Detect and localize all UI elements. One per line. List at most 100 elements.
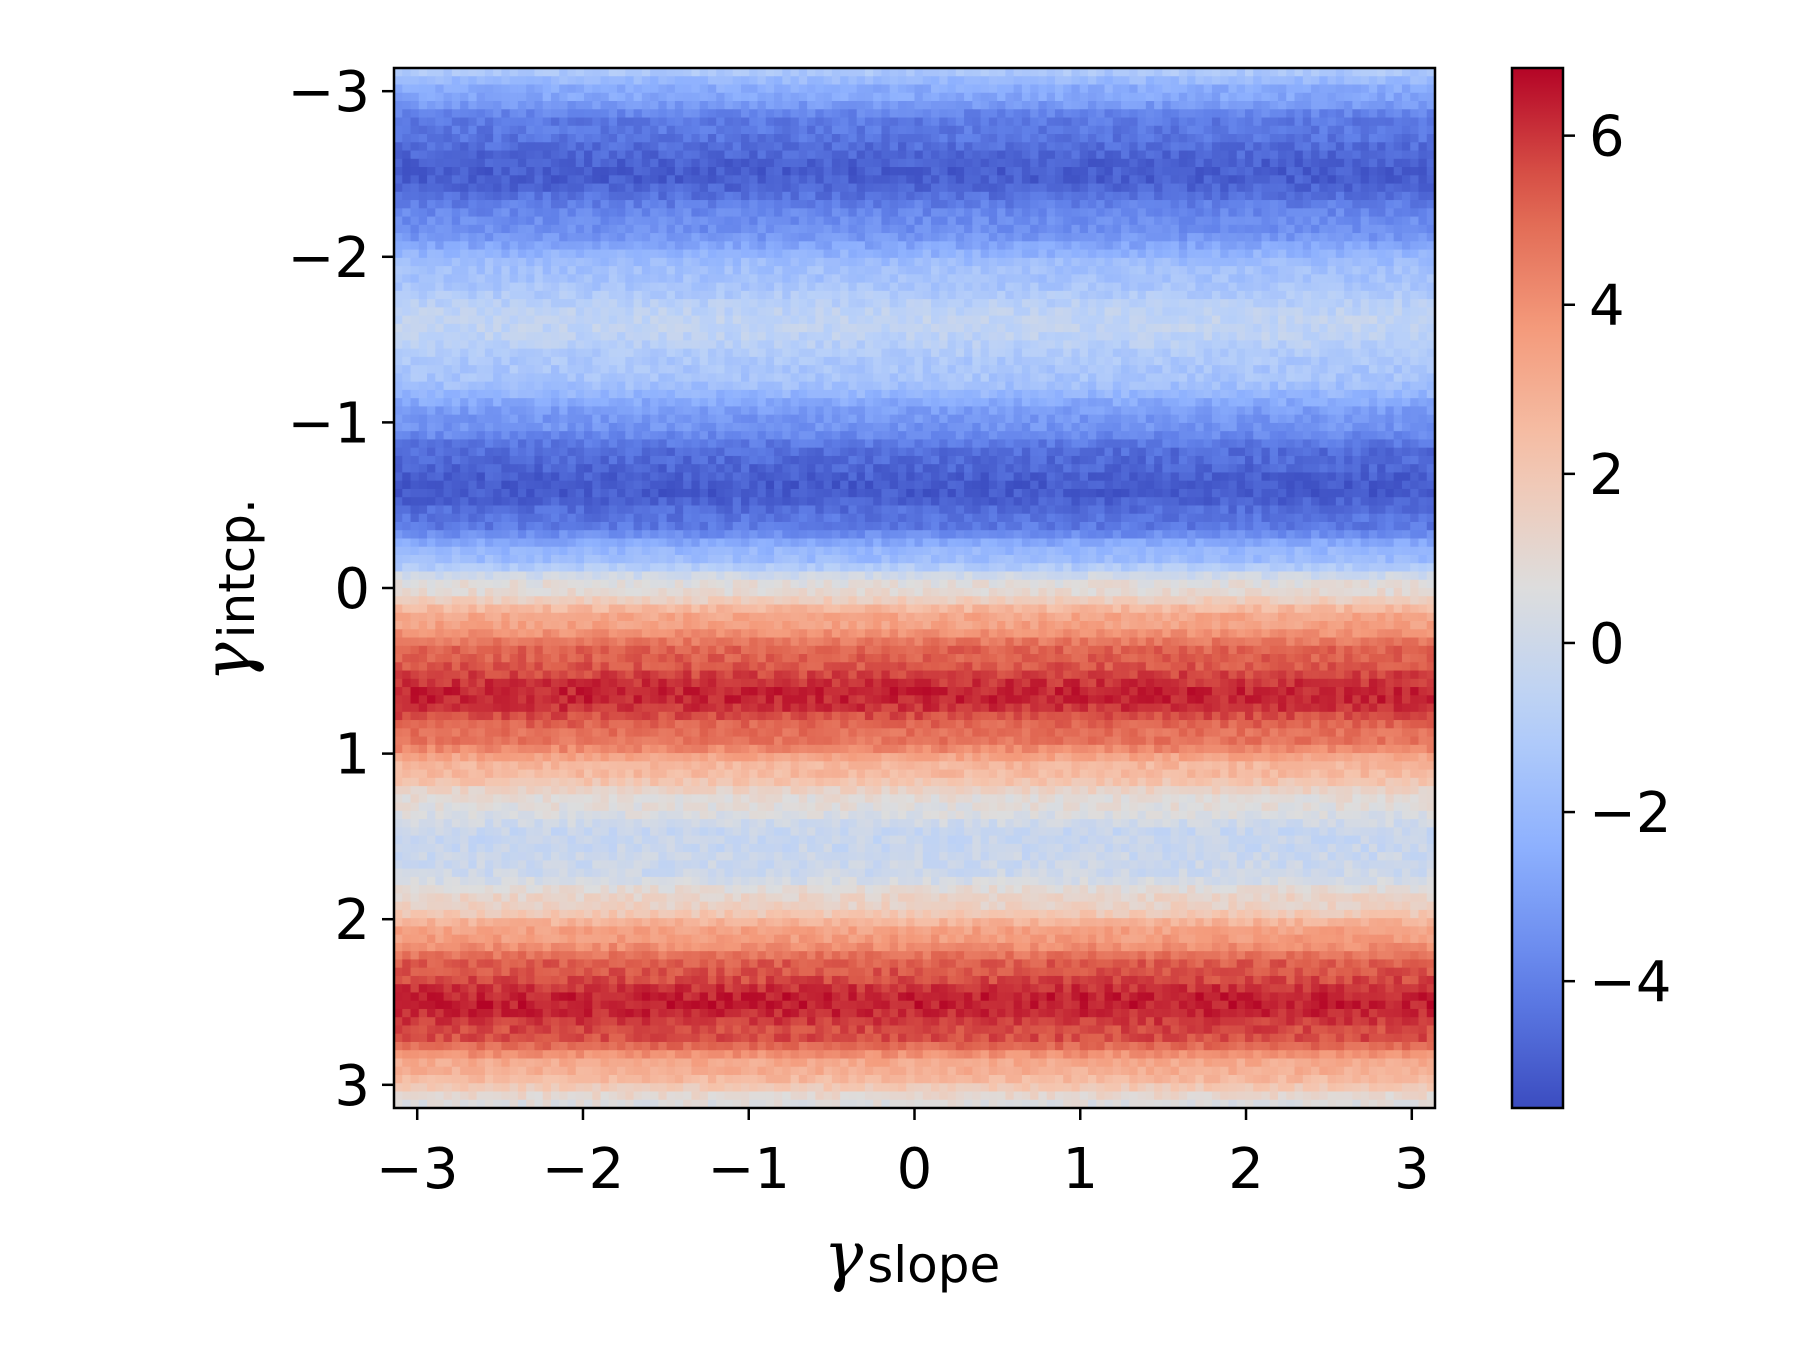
heatmap-cell bbox=[914, 224, 924, 234]
heatmap-cell bbox=[939, 175, 949, 185]
heatmap-cell bbox=[1269, 76, 1279, 86]
heatmap-cell bbox=[501, 257, 511, 267]
heatmap-cell bbox=[1112, 175, 1122, 185]
heatmap-cell bbox=[1088, 373, 1097, 383]
heatmap-cell bbox=[1071, 241, 1081, 251]
heatmap-cell bbox=[691, 241, 701, 251]
heatmap-cell bbox=[1335, 117, 1345, 127]
heatmap-cell bbox=[1236, 381, 1246, 391]
heatmap-cell bbox=[848, 290, 858, 300]
heatmap-cell bbox=[1410, 142, 1420, 152]
heatmap-cell bbox=[790, 257, 800, 267]
heatmap-cell bbox=[1154, 233, 1163, 242]
heatmap-cell bbox=[1261, 101, 1271, 110]
heatmap-cell bbox=[840, 101, 849, 110]
heatmap-cell bbox=[1038, 150, 1048, 160]
heatmap-cell bbox=[468, 101, 478, 110]
heatmap-cell bbox=[1178, 183, 1188, 193]
heatmap-cell bbox=[641, 183, 651, 193]
heatmap-cell bbox=[550, 200, 560, 209]
heatmap-cell bbox=[997, 175, 1006, 185]
heatmap-cell bbox=[1377, 134, 1387, 143]
heatmap-cell bbox=[1187, 365, 1196, 374]
heatmap-cell bbox=[1253, 101, 1263, 110]
heatmap-cell bbox=[1038, 191, 1048, 201]
heatmap-cell bbox=[435, 68, 445, 77]
heatmap-cell bbox=[1071, 84, 1081, 94]
heatmap-cell bbox=[897, 266, 907, 275]
heatmap-cell bbox=[410, 365, 420, 374]
heatmap-cell bbox=[674, 224, 684, 234]
heatmap-cell bbox=[931, 332, 940, 341]
heatmap-cell bbox=[1344, 241, 1353, 251]
heatmap-cell bbox=[798, 290, 808, 300]
heatmap-cell bbox=[1278, 340, 1287, 350]
heatmap-cell bbox=[617, 233, 626, 242]
heatmap-cell bbox=[1294, 224, 1304, 234]
heatmap-cell bbox=[774, 76, 783, 86]
heatmap-cell bbox=[831, 167, 841, 176]
heatmap-cell bbox=[575, 249, 585, 259]
heatmap-cell bbox=[1154, 249, 1163, 259]
heatmap-cell bbox=[641, 92, 651, 102]
heatmap-cell bbox=[567, 290, 577, 300]
heatmap-cell bbox=[790, 332, 800, 341]
heatmap-cell bbox=[1129, 274, 1139, 284]
heatmap-cell bbox=[1377, 224, 1387, 234]
heatmap-cell bbox=[683, 332, 693, 341]
heatmap-cell bbox=[848, 101, 858, 110]
heatmap-cell bbox=[559, 84, 569, 94]
heatmap-cell bbox=[1385, 142, 1395, 152]
heatmap-cell bbox=[1401, 332, 1411, 341]
heatmap-cell bbox=[707, 224, 717, 234]
heatmap-cell bbox=[1278, 307, 1287, 317]
heatmap-cell bbox=[674, 257, 684, 267]
heatmap-cell bbox=[881, 348, 891, 358]
heatmap-cell bbox=[509, 290, 519, 300]
heatmap-cell bbox=[567, 158, 577, 168]
heatmap-cell bbox=[1368, 340, 1378, 350]
heatmap-cell bbox=[1401, 142, 1411, 152]
heatmap-cell bbox=[1170, 266, 1180, 275]
heatmap-cell bbox=[972, 191, 982, 201]
heatmap-cell bbox=[831, 224, 841, 234]
heatmap-cell bbox=[1071, 282, 1081, 292]
heatmap-cell bbox=[633, 117, 643, 127]
heatmap-cell bbox=[1154, 92, 1163, 102]
heatmap-cell bbox=[1154, 76, 1163, 86]
heatmap-cell bbox=[1154, 158, 1163, 168]
heatmap-cell bbox=[774, 299, 783, 308]
heatmap-cell bbox=[1021, 257, 1031, 267]
heatmap-cell bbox=[468, 125, 478, 135]
heatmap-cell bbox=[443, 282, 453, 292]
heatmap-cell bbox=[476, 158, 486, 168]
heatmap-cell bbox=[1269, 200, 1279, 209]
heatmap-cell bbox=[1013, 389, 1023, 399]
heatmap-cell bbox=[931, 373, 940, 383]
heatmap-cell bbox=[534, 125, 544, 135]
heatmap-cell bbox=[873, 332, 883, 341]
heatmap-cell bbox=[749, 208, 759, 218]
heatmap-cell bbox=[691, 142, 701, 152]
heatmap-cell bbox=[707, 233, 717, 242]
heatmap-cell bbox=[790, 389, 800, 399]
heatmap-cell bbox=[1236, 167, 1246, 176]
heatmap-cell bbox=[1129, 307, 1139, 317]
heatmap-cell bbox=[1203, 241, 1213, 251]
heatmap-cell bbox=[798, 224, 808, 234]
heatmap-cell bbox=[906, 109, 916, 119]
heatmap-cell bbox=[674, 249, 684, 259]
heatmap-cell bbox=[534, 323, 544, 333]
heatmap-cell bbox=[856, 183, 866, 193]
heatmap-cell bbox=[873, 183, 883, 193]
heatmap-cell bbox=[1046, 150, 1056, 160]
heatmap-cell bbox=[517, 142, 527, 152]
heatmap-cell bbox=[1401, 365, 1411, 374]
heatmap-cell bbox=[617, 282, 626, 292]
heatmap-cell bbox=[641, 167, 651, 176]
heatmap-cell bbox=[402, 315, 412, 325]
heatmap-cell bbox=[716, 208, 726, 218]
heatmap-cell bbox=[931, 183, 940, 193]
heatmap-cell bbox=[1244, 158, 1254, 168]
heatmap-cell bbox=[1311, 175, 1320, 185]
